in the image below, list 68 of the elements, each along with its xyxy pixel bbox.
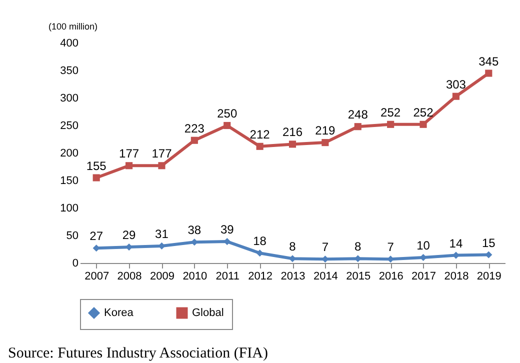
y-tick-label: 350 [60, 65, 78, 77]
y-tick-label: 300 [60, 92, 78, 104]
x-tick-label: 2017 [412, 270, 436, 282]
data-label: 177 [152, 146, 172, 161]
data-label: 8 [289, 240, 296, 254]
point [322, 139, 329, 146]
data-label: 31 [155, 226, 169, 241]
data-label: 345 [478, 54, 499, 68]
data-label: 18 [253, 234, 267, 248]
data-label: 7 [322, 240, 329, 254]
y-tick-label: 250 [60, 120, 78, 132]
x-tick-label: 2008 [117, 270, 142, 282]
y-tick-label: 200 [60, 148, 78, 160]
x-tick-label: 2010 [182, 270, 208, 282]
x-tick-label: 2011 [216, 270, 240, 282]
data-label: 38 [188, 223, 202, 238]
y-axis-title: (100 million) [48, 22, 98, 32]
data-label: 219 [315, 124, 336, 138]
data-label: 216 [282, 125, 303, 140]
point [354, 123, 362, 130]
point [420, 120, 427, 128]
legend-label: Korea [104, 307, 134, 319]
x-tick-label: 2016 [378, 270, 404, 282]
data-label: 248 [348, 108, 368, 122]
data-label: 252 [413, 105, 434, 120]
data-label: 39 [220, 222, 234, 237]
data-label: 223 [184, 121, 205, 136]
point [420, 254, 427, 262]
x-tick-label: 2013 [280, 270, 306, 282]
point [288, 140, 296, 148]
data-label: 250 [217, 106, 238, 120]
data-label: 27 [90, 229, 104, 244]
x-tick-label: 2014 [313, 270, 338, 282]
x-tick-label: 2007 [84, 270, 110, 282]
legend-label: Global [192, 307, 224, 319]
data-label: 155 [86, 158, 107, 173]
source-note: Source: Futures Industry Association (FIA) [8, 346, 268, 362]
point [256, 250, 264, 257]
data-label: 8 [354, 240, 362, 254]
data-label: 15 [482, 236, 496, 250]
point [126, 162, 133, 170]
point [485, 70, 492, 77]
point [158, 162, 166, 170]
x-tick-label: 2015 [346, 270, 371, 282]
point [387, 120, 394, 128]
y-tick-label: 50 [66, 230, 78, 242]
x-tick-label: 2019 [476, 270, 502, 282]
y-tick-label: 0 [72, 258, 78, 270]
data-label: 252 [380, 105, 401, 120]
point [92, 174, 100, 182]
point [452, 92, 460, 100]
y-tick-label: 400 [60, 38, 78, 50]
data-label: 10 [416, 238, 430, 252]
point [190, 136, 198, 144]
data-label: 177 [119, 146, 140, 161]
data-label: 14 [449, 236, 463, 250]
point [256, 142, 264, 150]
x-tick-label: 2018 [444, 270, 469, 282]
point [158, 242, 166, 250]
data-label: 7 [387, 240, 394, 254]
x-tick-label: 2012 [248, 270, 273, 282]
data-label: 212 [250, 127, 270, 142]
point [224, 122, 231, 130]
data-label: 29 [122, 228, 136, 242]
y-tick-label: 150 [60, 175, 78, 187]
data-label: 303 [446, 77, 466, 92]
x-tick-label: 2009 [150, 270, 174, 282]
y-tick-label: 100 [60, 202, 78, 214]
